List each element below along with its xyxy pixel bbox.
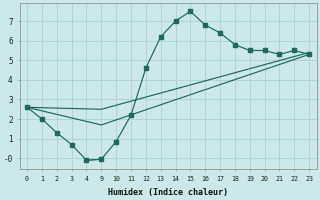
X-axis label: Humidex (Indice chaleur): Humidex (Indice chaleur) xyxy=(108,188,228,197)
